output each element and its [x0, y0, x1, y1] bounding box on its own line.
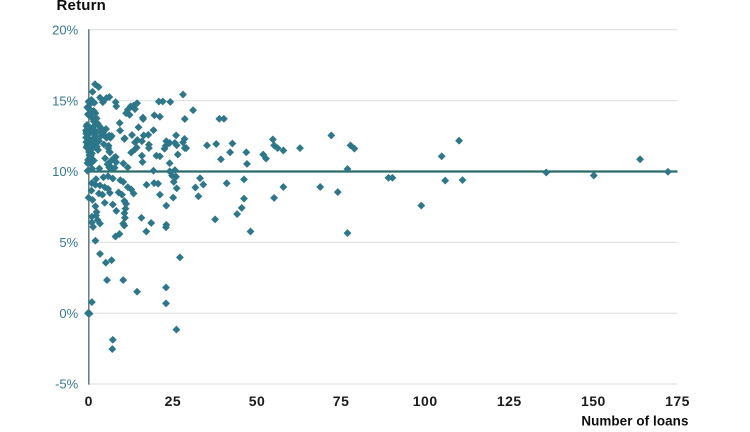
svg-text:0%: 0% [59, 306, 78, 321]
svg-text:-5%: -5% [55, 377, 79, 392]
svg-text:20%: 20% [52, 22, 78, 37]
svg-text:Number of loans: Number of loans [581, 413, 688, 428]
svg-text:75: 75 [333, 393, 350, 409]
svg-text:25: 25 [165, 393, 182, 409]
svg-text:50: 50 [249, 393, 266, 409]
svg-text:175: 175 [665, 393, 690, 409]
svg-text:10%: 10% [52, 164, 78, 179]
svg-text:Return: Return [57, 0, 107, 14]
svg-text:15%: 15% [52, 93, 78, 108]
svg-text:5%: 5% [59, 235, 78, 250]
svg-text:100: 100 [413, 393, 438, 409]
svg-text:150: 150 [581, 393, 606, 409]
svg-text:125: 125 [497, 393, 522, 409]
svg-text:0: 0 [85, 393, 93, 409]
